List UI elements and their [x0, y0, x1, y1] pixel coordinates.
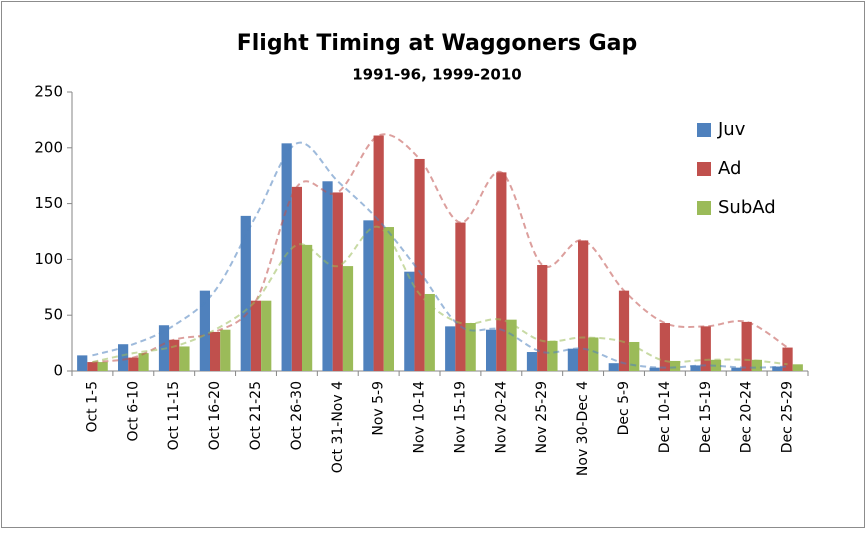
x-tick-label: Dec 5-9 — [616, 381, 632, 435]
x-tick-label: Oct 11-15 — [166, 381, 182, 450]
bar — [250, 300, 262, 371]
chart-title: Flight Timing at Waggoners Gap — [237, 31, 638, 56]
x-tick-label: Nov 20-24 — [493, 381, 509, 454]
x-tick-label: Oct 6-10 — [125, 381, 141, 441]
bar — [179, 346, 190, 371]
bar — [261, 300, 272, 371]
legend-swatch — [697, 123, 711, 137]
bar — [731, 367, 742, 371]
x-tick-label: Nov 25-29 — [534, 381, 550, 453]
legend-swatch — [697, 201, 711, 215]
bar — [97, 362, 108, 371]
bar — [363, 220, 374, 371]
y-tick-label: 0 — [53, 362, 63, 380]
bar — [670, 360, 681, 371]
trend-line — [92, 226, 788, 366]
bar — [455, 222, 466, 371]
bar — [199, 290, 210, 371]
legend-label: SubAd — [718, 197, 776, 218]
x-tick-label: Dec 10-14 — [657, 381, 673, 453]
bar — [291, 186, 302, 371]
x-tick-label: Nov 5-9 — [371, 381, 387, 436]
bar — [741, 321, 752, 371]
trend-line — [92, 141, 788, 369]
x-tick-label: Oct 1-5 — [84, 381, 100, 433]
y-tick-label: 100 — [34, 250, 63, 268]
trend-line — [92, 133, 789, 364]
bar — [659, 323, 670, 371]
bar — [342, 266, 354, 371]
bar — [608, 363, 619, 371]
x-tick-label: Dec 20-24 — [739, 381, 755, 453]
bar — [373, 135, 384, 371]
bar — [118, 344, 129, 371]
bar — [383, 227, 394, 371]
bar — [169, 339, 180, 371]
bar — [547, 340, 558, 371]
bar — [537, 264, 548, 371]
bar — [700, 326, 711, 371]
bar — [751, 359, 762, 371]
bar — [690, 365, 701, 371]
bar — [138, 353, 149, 371]
legend-label: Juv — [717, 119, 746, 140]
x-tick-label: Oct 31-Nov 4 — [330, 381, 346, 473]
chart-subtitle: 1991-96, 1999-2010 — [352, 66, 522, 84]
bar — [414, 158, 425, 371]
bar — [578, 240, 589, 371]
x-tick-label: Dec 25-29 — [780, 381, 796, 453]
bar — [77, 355, 88, 371]
legend-swatch — [697, 162, 711, 176]
bar — [404, 271, 415, 371]
bar — [128, 357, 139, 371]
bar — [496, 172, 507, 371]
x-tick-label: Oct 26-30 — [289, 381, 305, 450]
y-tick-label: 50 — [44, 306, 63, 324]
bar — [618, 290, 630, 371]
x-tick-label: Oct 21-25 — [248, 381, 264, 450]
bar — [87, 362, 98, 371]
bar — [649, 367, 660, 371]
bar — [792, 364, 803, 371]
bar — [281, 143, 292, 371]
x-tick-label: Dec 15-19 — [698, 381, 714, 453]
y-tick-label: 150 — [34, 194, 63, 212]
bar — [567, 348, 578, 371]
bar — [526, 352, 538, 371]
bar — [445, 326, 456, 371]
y-tick-label: 250 — [34, 83, 63, 101]
x-tick-label: Nov 30-Dec 4 — [575, 381, 591, 476]
x-tick-label: Nov 10-14 — [412, 381, 428, 454]
bar — [506, 319, 517, 371]
bar — [210, 331, 221, 371]
bar — [240, 215, 251, 371]
bar — [322, 181, 333, 371]
bar — [424, 293, 435, 371]
bar — [302, 244, 313, 371]
legend-label: Ad — [718, 158, 741, 179]
bar — [782, 347, 793, 371]
bar — [332, 192, 343, 371]
x-tick-label: Oct 16-20 — [207, 381, 223, 450]
y-tick-label: 200 — [34, 138, 63, 156]
bar — [220, 329, 231, 371]
bar — [588, 337, 599, 371]
bar — [629, 341, 640, 371]
bar — [465, 323, 476, 371]
bar — [486, 329, 497, 371]
bar — [772, 366, 783, 371]
x-tick-label: Nov 15-19 — [452, 381, 468, 453]
